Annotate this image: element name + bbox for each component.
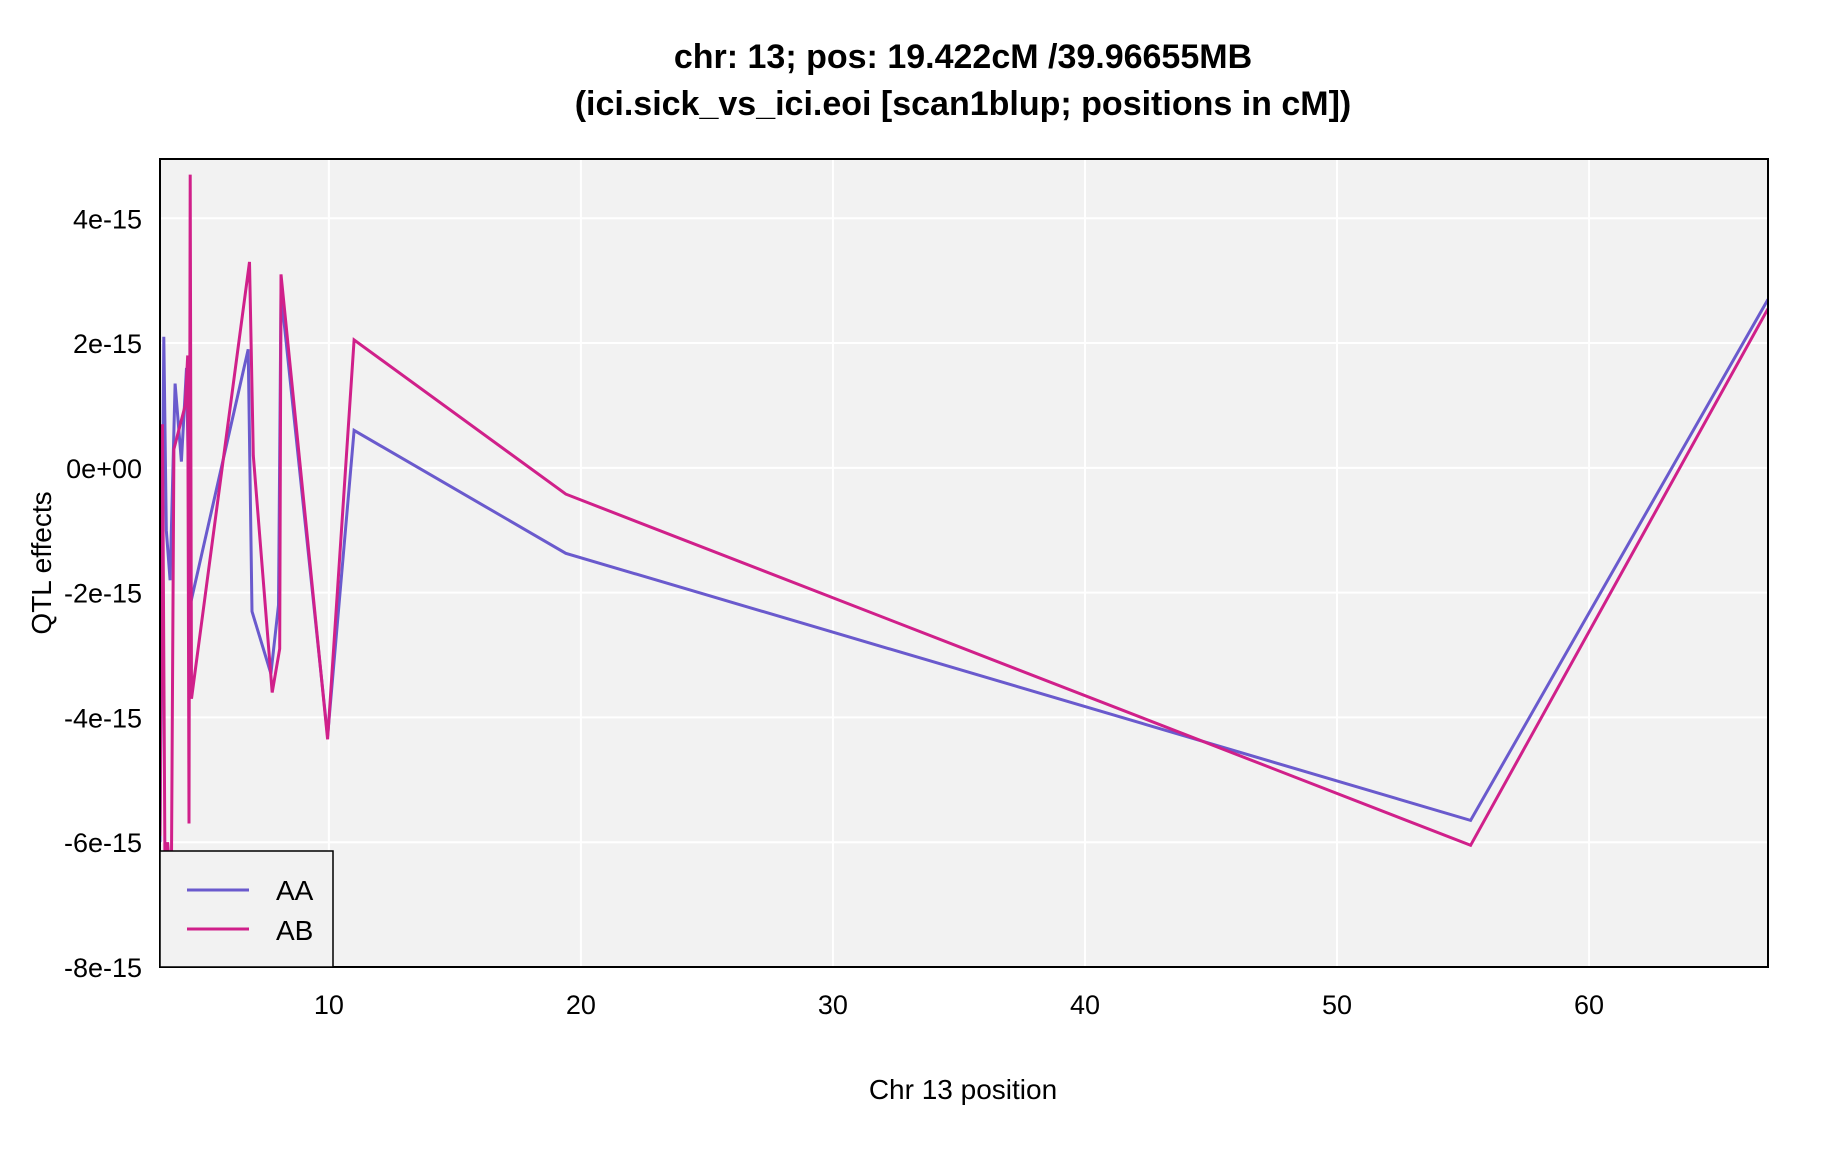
legend-box [159, 850, 334, 968]
y-tick-label: -4e-15 [64, 703, 142, 733]
y-tick-label: -6e-15 [64, 828, 142, 858]
legend: AA AB [159, 850, 334, 968]
y-tick-label: -2e-15 [64, 579, 142, 609]
chart-title: chr: 13; pos: 19.422cM /39.96655MB [674, 38, 1252, 76]
y-tick-label: -8e-15 [64, 953, 142, 983]
chart-subtitle: (ici.sick_vs_ici.eoi [scan1blup; positio… [575, 85, 1352, 123]
legend-label-ab: AB [276, 915, 313, 946]
x-axis-ticks: 10 20 30 40 50 60 [314, 990, 1604, 1020]
x-tick-label: 20 [566, 990, 596, 1020]
x-axis-label: Chr 13 position [869, 1074, 1057, 1105]
y-tick-label: 0e+00 [66, 454, 142, 484]
plot-frame [159, 158, 1769, 968]
legend-label-aa: AA [276, 875, 314, 906]
y-tick-label: 2e-15 [73, 329, 142, 359]
x-tick-label: 60 [1574, 990, 1604, 1020]
x-tick-label: 50 [1322, 990, 1352, 1020]
plot-background [160, 159, 1768, 967]
x-tick-label: 30 [818, 990, 848, 1020]
x-tick-label: 10 [314, 990, 344, 1020]
y-axis-ticks: 4e-15 2e-15 0e+00 -2e-15 -4e-15 -6e-15 -8e-15 [64, 204, 142, 983]
x-tick-label: 40 [1070, 990, 1100, 1020]
series-line-aa [160, 292, 1768, 843]
y-axis-label: QTL effects [26, 491, 57, 634]
y-tick-label: 4e-15 [73, 204, 142, 234]
